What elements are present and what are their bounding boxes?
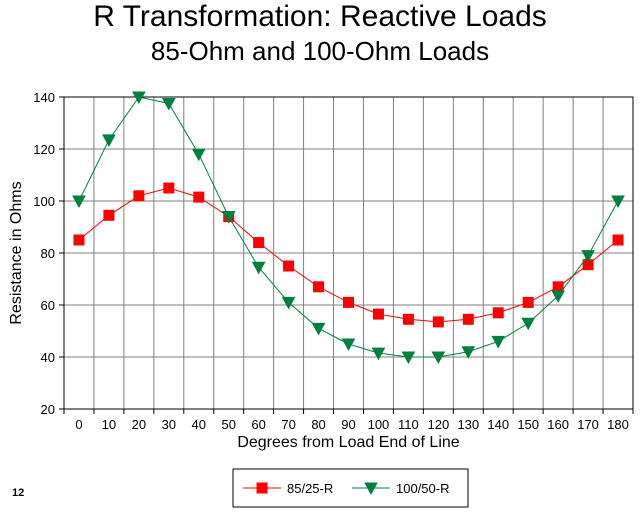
data-point — [522, 296, 534, 308]
data-point — [401, 351, 416, 365]
y-tick-label: 80 — [41, 246, 55, 261]
data-point — [193, 191, 205, 203]
data-point — [313, 281, 325, 293]
y-tick-label: 120 — [33, 142, 55, 157]
x-tick-label: 40 — [192, 417, 206, 432]
data-point — [343, 296, 354, 308]
x-tick-label: 110 — [398, 417, 419, 432]
data-point — [221, 211, 236, 224]
data-point — [491, 335, 506, 349]
x-tick-labels: 0 10 20 30 40 50 60 70 80 90 100 110 120 130 140 150 160… — [75, 417, 629, 432]
data-point — [72, 195, 86, 209]
data-point — [551, 290, 565, 303]
legend-label: 100/50-R — [396, 481, 449, 496]
slide-number: 12 — [12, 487, 25, 499]
chart-subtitle: 85-Ohm and 100-Ohm Loads — [150, 36, 490, 66]
plot-frame — [63, 96, 634, 410]
data-point — [612, 234, 624, 246]
data-point — [462, 313, 474, 325]
data-point — [371, 347, 386, 361]
legend-marker — [364, 482, 378, 496]
data-point — [283, 260, 295, 272]
data-point — [372, 308, 384, 320]
data-point — [161, 98, 176, 111]
y-tick-labels: 20 40 60 80 100 120 140 — [33, 90, 55, 417]
x-tick-label: 150 — [517, 417, 539, 432]
legend-item: 85/25-R — [243, 481, 333, 496]
x-axis-label: Degrees from Load End of Line — [237, 434, 459, 451]
series-2 — [72, 91, 625, 365]
x-tick-label: 90 — [341, 417, 355, 432]
data-point — [311, 322, 326, 336]
series-1 — [73, 182, 624, 328]
data-point — [432, 316, 444, 328]
data-point — [552, 281, 564, 293]
y-tick-label: 60 — [41, 298, 55, 313]
x-tick-label: 80 — [311, 417, 325, 432]
x-tick-label: 70 — [281, 417, 295, 432]
x-tick-label: 170 — [577, 417, 599, 432]
data-point — [191, 148, 206, 162]
series-layer — [72, 91, 625, 365]
legend: 85/25-R 100/50-R — [232, 468, 469, 508]
data-point — [281, 296, 296, 310]
legend-item: 100/50-R — [352, 481, 449, 496]
y-tick-label: 140 — [33, 90, 55, 105]
x-tick-label: 140 — [487, 417, 509, 432]
y-tick-label: 40 — [41, 350, 55, 365]
y-tick-label: 20 — [41, 402, 55, 417]
data-point — [492, 307, 504, 319]
data-point — [431, 351, 446, 365]
data-point — [163, 182, 175, 194]
y-tick-label: 100 — [33, 194, 55, 209]
x-tick-label: 100 — [368, 417, 390, 432]
data-point — [611, 195, 625, 209]
data-point — [102, 134, 116, 147]
data-point — [103, 209, 115, 221]
x-tick-label: 120 — [427, 417, 449, 432]
data-point — [73, 234, 85, 246]
legend-marker — [256, 482, 268, 494]
data-point — [402, 313, 414, 325]
data-point — [253, 237, 265, 249]
y-axis-label: Resistance in Ohms — [8, 181, 25, 324]
legend-label: 85/25-R — [287, 481, 333, 496]
data-point — [133, 190, 145, 202]
grid-layer — [59, 96, 634, 414]
chart-title: R Transformation: Reactive Loads — [93, 0, 547, 33]
data-point — [581, 250, 595, 263]
x-tick-label: 0 — [75, 417, 82, 432]
x-tick-label: 20 — [132, 417, 146, 432]
data-point — [461, 346, 476, 359]
x-tick-label: 60 — [251, 417, 265, 432]
data-point — [521, 317, 536, 331]
x-tick-label: 180 — [607, 417, 629, 432]
data-point — [341, 338, 356, 352]
x-tick-label: 30 — [162, 417, 176, 432]
x-tick-label: 50 — [221, 417, 235, 432]
x-tick-label: 10 — [102, 417, 116, 432]
data-point — [251, 261, 266, 275]
x-tick-label: 130 — [457, 417, 479, 432]
data-point — [132, 91, 146, 105]
x-tick-label: 160 — [547, 417, 569, 432]
